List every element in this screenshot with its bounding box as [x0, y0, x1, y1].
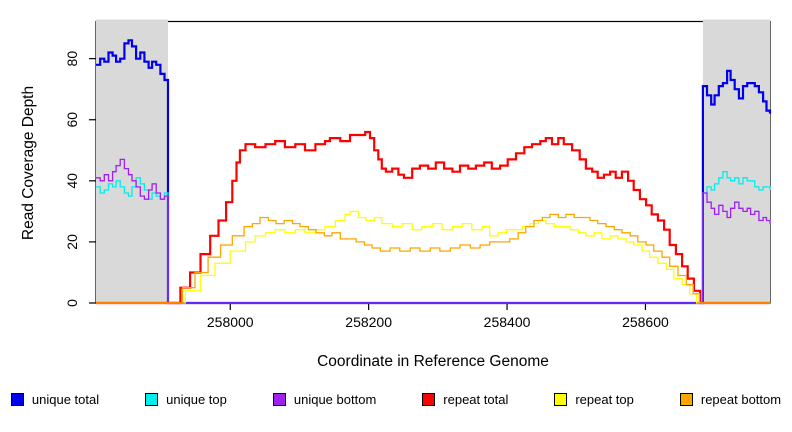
legend-label: repeat top — [575, 392, 634, 407]
shaded-band-0 — [96, 19, 168, 303]
legend-label: unique total — [31, 392, 100, 407]
legend-item-repeat-bottom: repeat bottom — [679, 392, 782, 407]
legend-swatch-unique-bottom — [272, 393, 286, 406]
series-unique-bottom — [96, 158, 771, 304]
legend-item-repeat-top: repeat top — [554, 393, 634, 406]
legend-swatch-unique-top — [145, 393, 159, 406]
y-tick-label: 80 — [64, 51, 80, 67]
x-tick-label: 258400 — [484, 314, 531, 330]
legend-swatch-repeat-bottom — [679, 393, 693, 406]
legend-label: repeat total — [443, 392, 509, 407]
series-repeat-total — [96, 130, 770, 305]
legend-label: unique top — [166, 392, 227, 407]
legend-label: repeat bottom — [700, 392, 782, 407]
legend: unique total unique top unique bottom repea… — [0, 393, 792, 406]
series-unique-total — [96, 39, 772, 305]
y-tick-label: 40 — [64, 173, 80, 189]
legend-item-unique-total: unique total — [10, 392, 100, 407]
x-tick-label: 258600 — [622, 314, 669, 330]
x-tick-label: 258000 — [207, 314, 254, 330]
legend-item-unique-top: unique top — [145, 393, 227, 406]
legend-swatch-unique-total — [10, 393, 24, 406]
y-tick-label: 60 — [64, 112, 80, 128]
series-repeat-bottom — [96, 213, 770, 304]
y-tick-label: 20 — [64, 234, 80, 250]
legend-swatch-repeat-total — [422, 393, 436, 406]
plot-border — [95, 20, 771, 304]
x-axis-title: Coordinate in Reference Genome — [317, 353, 549, 370]
series-unique-top — [96, 171, 771, 304]
legend-swatch-repeat-top — [554, 393, 568, 406]
shaded-band-1 — [702, 19, 770, 303]
legend-item-unique-bottom: unique bottom — [272, 392, 377, 407]
series-repeat-top — [96, 210, 770, 304]
legend-label: unique bottom — [293, 392, 377, 407]
x-tick-label: 258200 — [345, 314, 392, 330]
y-tick-label: 0 — [64, 299, 80, 307]
legend-item-repeat-total: repeat total — [422, 393, 508, 406]
y-axis-title: Read Coverage Depth — [20, 85, 37, 241]
